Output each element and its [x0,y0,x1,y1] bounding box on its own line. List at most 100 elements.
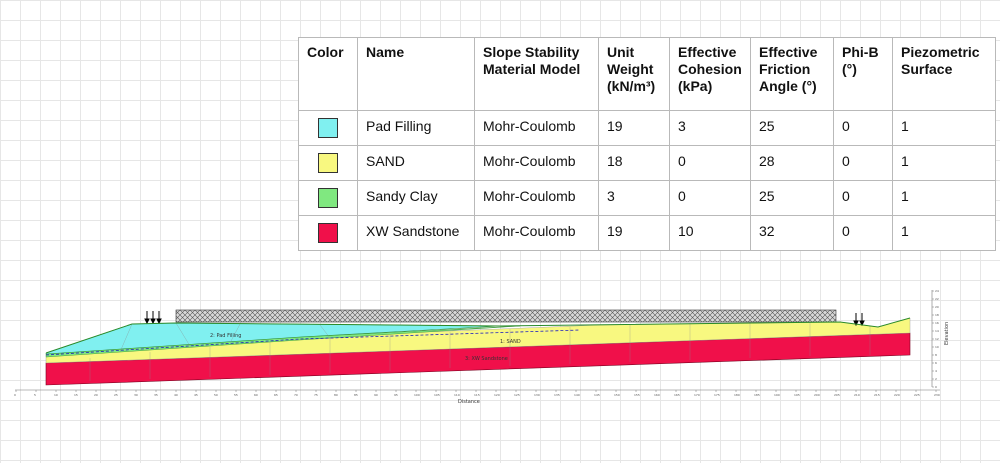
x-tick-label: 10 [54,393,58,397]
y-tick-label: 10 [935,345,939,349]
table-row: XW Sandstone Mohr-Coulomb 19 10 32 0 1 [298,215,996,251]
cohesion: 3 [669,110,751,146]
x-tick-label: 100 [414,393,420,397]
header-phi-b: Phi-B (°) [833,37,893,111]
material-name: Pad Filling [357,110,475,146]
table-row: SAND Mohr-Coulomb 18 0 28 0 1 [298,145,996,181]
y-tick-label: 24 [935,289,939,293]
x-tick-label: 0 [14,393,16,397]
y-tick-label: 0 [935,385,937,389]
y-tick-label: 2 [935,377,937,381]
friction-angle: 25 [750,180,834,216]
x-tick-label: 145 [594,393,600,397]
y-axis-label: Elevation [944,322,950,345]
color-cell [298,145,358,181]
material-name: Sandy Clay [357,180,475,216]
header-unit-weight: Unit Weight (kN/m³) [598,37,670,111]
material-model: Mohr-Coulomb [474,110,599,146]
color-swatch [318,188,338,208]
x-axis-ticks: 0 5 10 15 20 25 30 35 40 45 50 55 60 65 70 75 80 85 90 95 10… [14,390,940,397]
color-cell [298,110,358,146]
x-tick-label: 230 [934,393,940,397]
x-tick-label: 50 [214,393,218,397]
x-tick-label: 130 [534,393,540,397]
x-tick-label: 80 [334,393,338,397]
x-tick-label: 75 [314,393,318,397]
x-tick-label: 35 [154,393,158,397]
x-tick-label: 45 [194,393,198,397]
x-tick-label: 205 [834,393,840,397]
phi-b: 0 [833,110,893,146]
header-color: Color [298,37,358,111]
header-piezometric-surface: Piezometric Surface [892,37,996,111]
x-tick-label: 165 [674,393,680,397]
region-label: 1: SAND [500,339,521,345]
slope-cross-section: 2: Pad Filling 1: SAND 3: XW Sandstone 0… [14,289,950,405]
phi-b: 0 [833,145,893,181]
x-tick-label: 105 [434,393,440,397]
x-tick-label: 65 [274,393,278,397]
y-tick-label: 12 [935,337,939,341]
load-arrows [144,311,865,327]
x-tick-label: 225 [914,393,920,397]
x-axis-label: Distance [458,399,480,405]
x-tick-label: 190 [774,393,780,397]
color-swatch [318,118,338,138]
phi-b: 0 [833,215,893,251]
material-model: Mohr-Coulomb [474,145,599,181]
friction-angle: 28 [750,145,834,181]
material-properties-table-wrapper: Color Name Slope Stability Material Mode… [298,37,996,251]
x-tick-label: 120 [494,393,500,397]
x-tick-label: 155 [634,393,640,397]
piezometric-surface: 1 [892,145,996,181]
x-tick-label: 215 [874,393,880,397]
x-tick-label: 125 [514,393,520,397]
unit-weight: 18 [598,145,670,181]
header-model: Slope Stability Material Model [474,37,599,111]
region-label: 3: XW Sandstone [465,356,508,362]
material-model: Mohr-Coulomb [474,215,599,251]
surcharge-load [175,309,837,323]
y-tick-label: 16 [935,321,939,325]
unit-weight: 19 [598,215,670,251]
y-tick-label: 20 [935,305,939,309]
y-tick-label: 8 [935,353,937,357]
friction-angle: 32 [750,215,834,251]
x-tick-label: 210 [854,393,860,397]
x-tick-label: 200 [814,393,820,397]
y-tick-label: 14 [935,329,939,333]
x-tick-label: 170 [694,393,700,397]
material-name: SAND [357,145,475,181]
piezometric-surface: 1 [892,215,996,251]
cohesion: 0 [669,180,751,216]
unit-weight: 19 [598,110,670,146]
x-tick-label: 70 [294,393,298,397]
material-properties-table: Color Name Slope Stability Material Mode… [298,37,996,251]
header-friction-angle: Effective Friction Angle (°) [750,37,834,111]
x-tick-label: 25 [114,393,118,397]
x-tick-label: 20 [94,393,98,397]
header-cohesion: Effective Cohesion (kPa) [669,37,751,111]
phi-b: 0 [833,180,893,216]
x-tick-label: 185 [754,393,760,397]
x-tick-label: 40 [174,393,178,397]
table-row: Pad Filling Mohr-Coulomb 19 3 25 0 1 [298,110,996,146]
y-tick-label: 4 [935,369,937,373]
table-header-row: Color Name Slope Stability Material Mode… [298,37,996,111]
x-tick-label: 85 [354,393,358,397]
color-cell [298,180,358,216]
y-tick-label: 18 [935,313,939,317]
material-name: XW Sandstone [357,215,475,251]
x-tick-label: 110 [454,393,460,397]
x-tick-label: 160 [654,393,660,397]
mesh-lines [89,322,871,381]
x-tick-label: 140 [574,393,580,397]
x-tick-label: 95 [394,393,398,397]
x-tick-label: 55 [234,393,238,397]
x-tick-label: 175 [714,393,720,397]
x-tick-label: 90 [374,393,378,397]
unit-weight: 3 [598,180,670,216]
x-tick-label: 180 [734,393,740,397]
x-tick-label: 150 [614,393,620,397]
